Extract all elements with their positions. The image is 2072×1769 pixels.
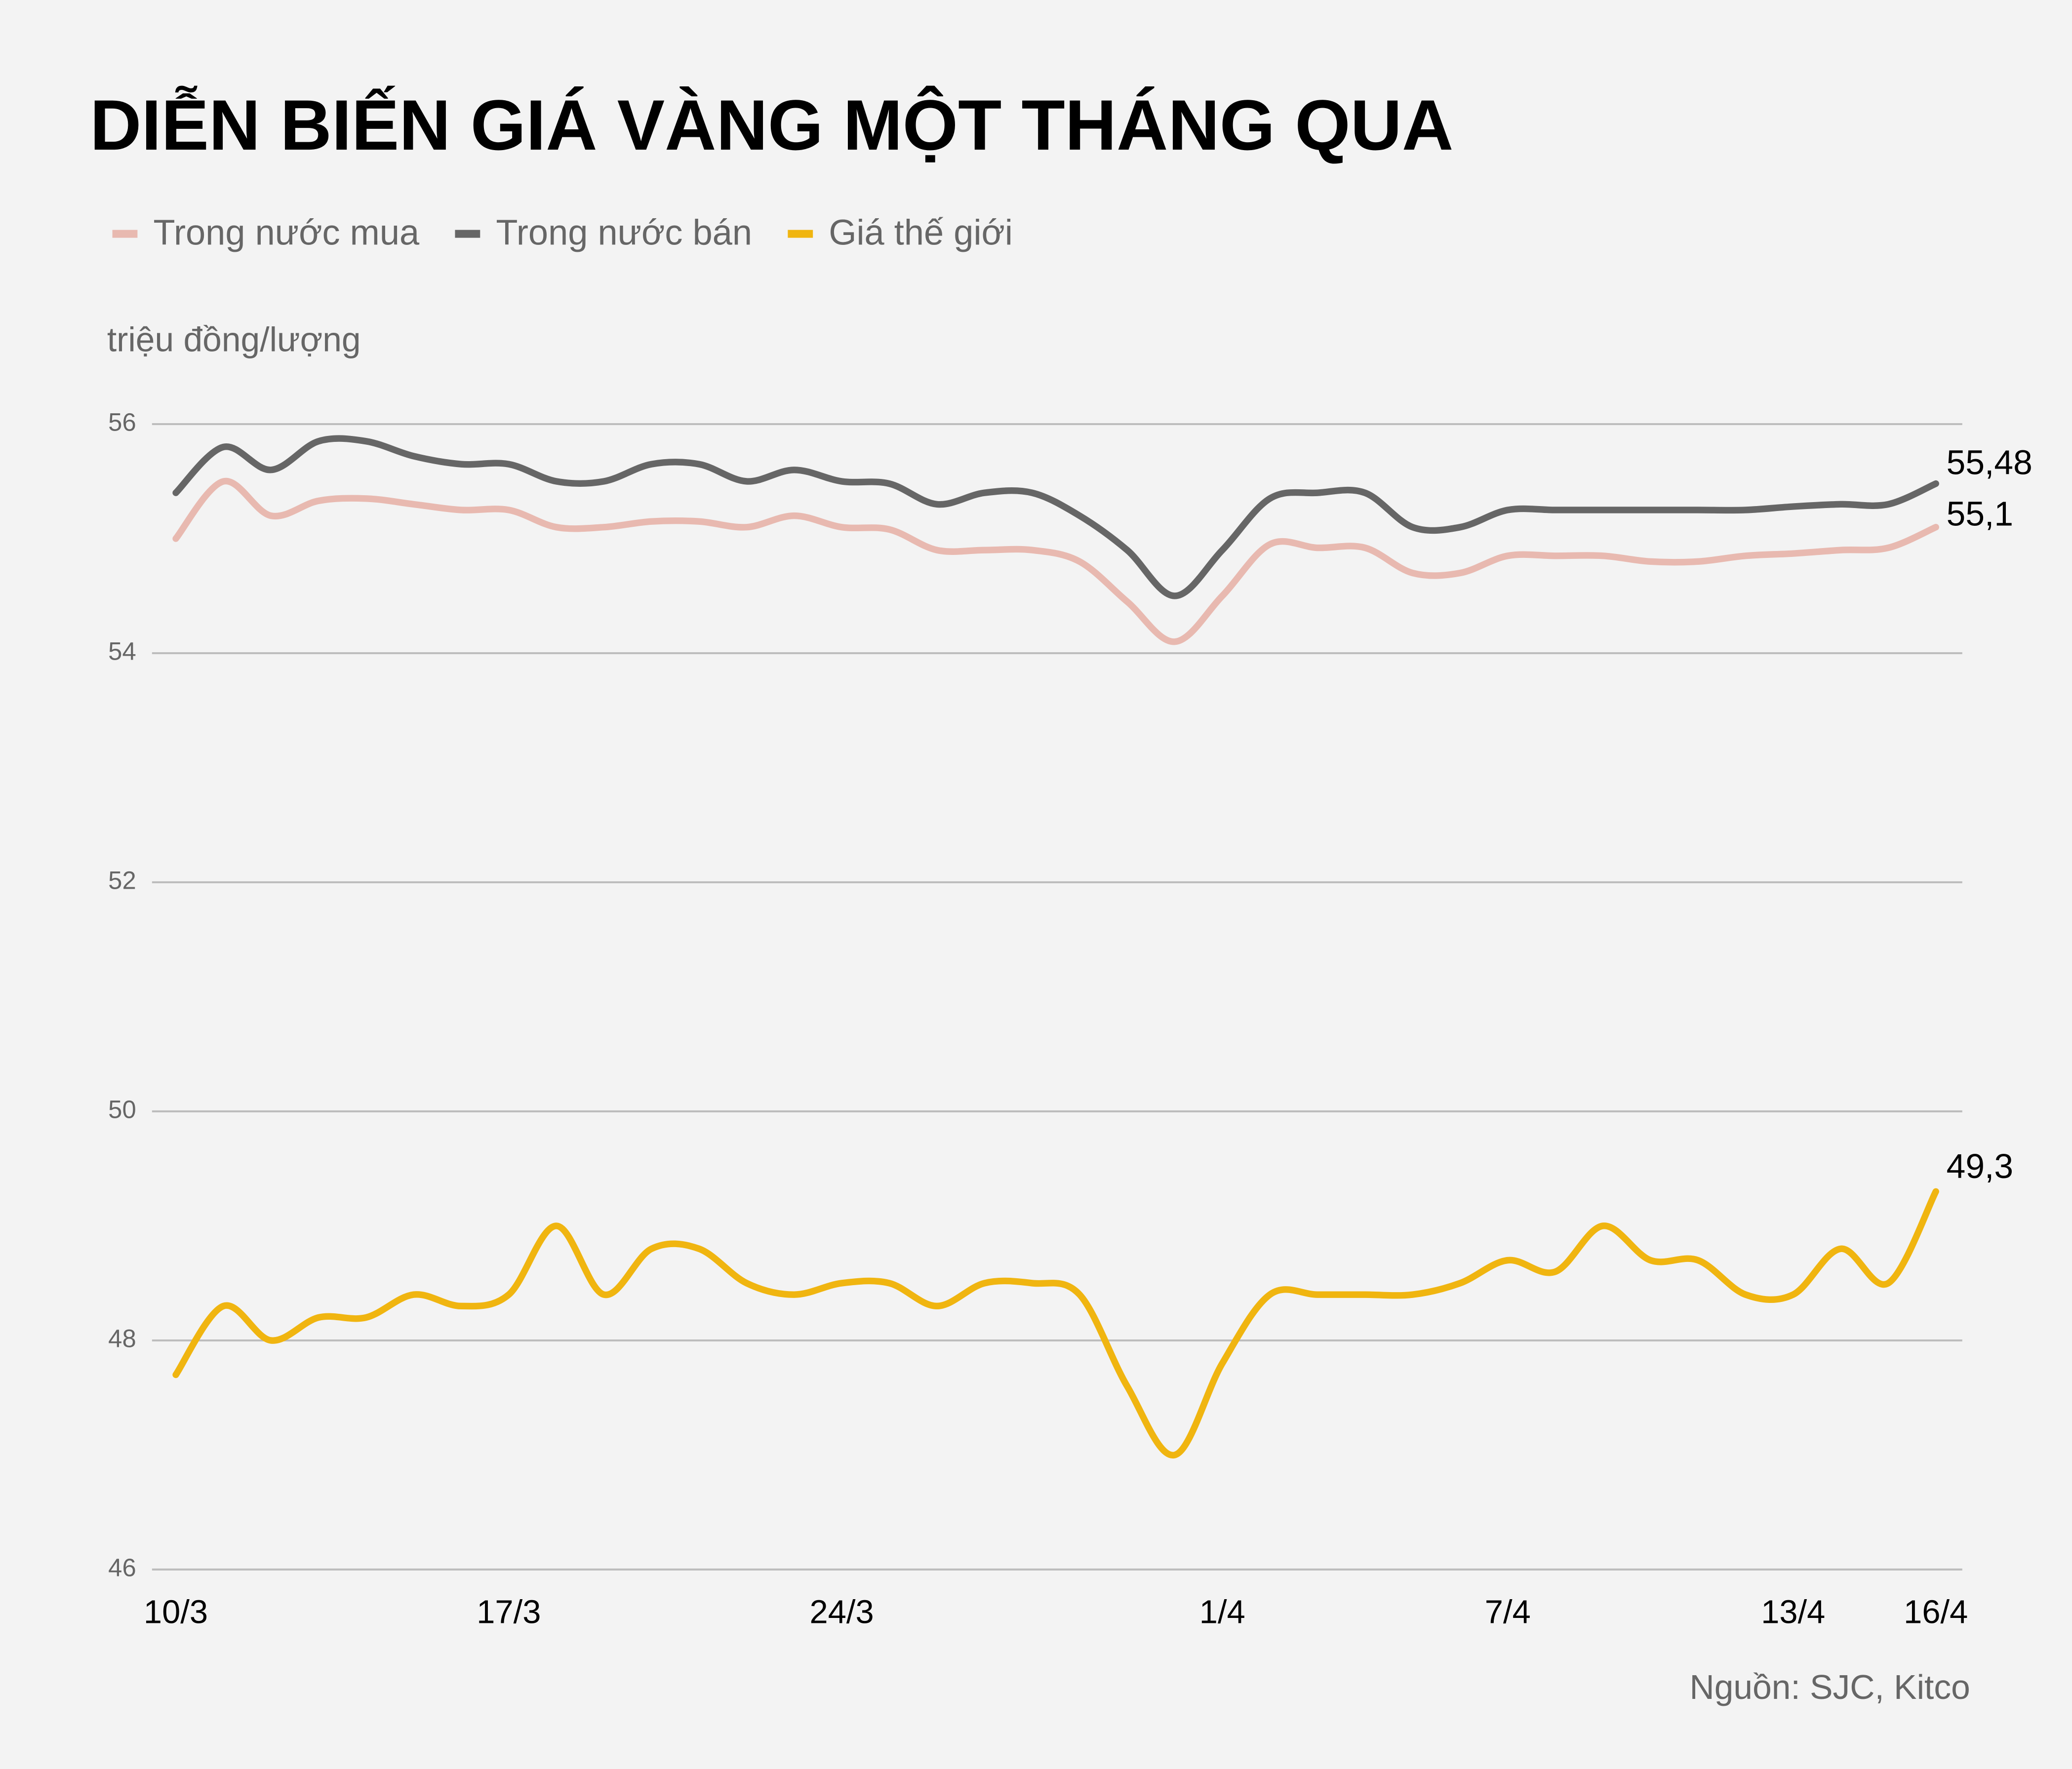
x-tick-label: 7/4 bbox=[1485, 1594, 1531, 1631]
series-line bbox=[172, 1188, 1939, 1458]
y-tick-label: 48 bbox=[108, 1324, 136, 1352]
legend-label: Trong nước mua bbox=[154, 213, 420, 252]
y-tick-label: 54 bbox=[108, 637, 136, 665]
y-tick-label: 50 bbox=[108, 1095, 136, 1123]
legend-label: Giá thế giới bbox=[829, 213, 1013, 252]
y-tick-label: 52 bbox=[108, 866, 136, 894]
x-tick-label: 1/4 bbox=[1199, 1594, 1245, 1631]
x-tick-label: 16/4 bbox=[1904, 1594, 1968, 1631]
source: Nguồn: SJC, Kitco bbox=[1689, 1668, 1970, 1706]
chart-title: DIỄN BIẾN GIÁ VÀNG MỘT THÁNG QUA bbox=[90, 85, 1453, 165]
x-tick-label: 17/3 bbox=[477, 1594, 541, 1631]
data-label: 49,3 bbox=[1947, 1147, 2013, 1185]
series-line bbox=[172, 435, 1939, 599]
y-tick-label: 46 bbox=[108, 1553, 136, 1581]
data-label: 55,48 bbox=[1947, 443, 2032, 482]
y-axis-label: triệu đồng/lượng bbox=[107, 320, 361, 358]
legend-label: Trong nước bán bbox=[496, 213, 752, 252]
y-tick-label: 56 bbox=[108, 408, 136, 436]
x-tick-label: 24/3 bbox=[810, 1594, 874, 1631]
data-label: 55,1 bbox=[1947, 495, 2013, 533]
series-line bbox=[172, 477, 1939, 645]
x-tick-label: 13/4 bbox=[1761, 1594, 1825, 1631]
x-tick-label: 10/3 bbox=[144, 1594, 208, 1631]
